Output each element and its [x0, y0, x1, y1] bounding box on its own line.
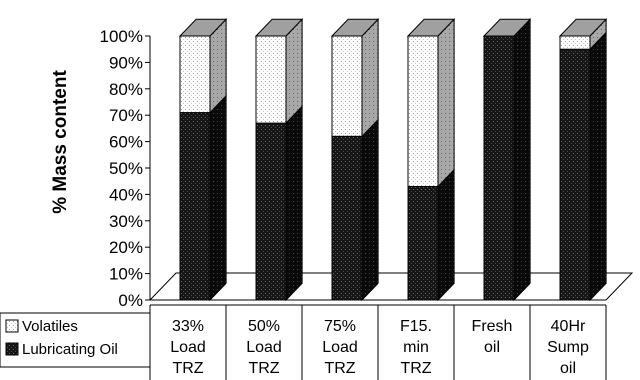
legend-box: [0, 312, 151, 368]
y-tick-label: 50%: [109, 159, 143, 178]
bar-side-volatiles: [361, 18, 379, 138]
bar-side-lubricating-oil: [285, 105, 303, 302]
x-category-label: 75% Load TRZ: [322, 318, 358, 377]
bar-side-volatiles: [437, 18, 455, 188]
y-tick-label: 30%: [109, 212, 143, 231]
bar-top: [254, 18, 304, 37]
x-category-label: 50% Load TRZ: [246, 318, 282, 377]
bars: [178, 18, 608, 302]
bar-top: [406, 18, 456, 37]
x-category-label: 40Hr Sump oil: [547, 318, 589, 377]
y-tick-label: 10%: [109, 265, 143, 284]
bar-side-lubricating-oil: [589, 31, 607, 302]
bar-top: [558, 18, 608, 37]
y-tick-label: 20%: [109, 238, 143, 257]
y-tick-label: 60%: [109, 133, 143, 152]
y-tick-label: 100%: [100, 27, 143, 46]
bar-front-lubricating-oil: [255, 122, 287, 301]
legend-swatch: [5, 342, 19, 356]
bar-front-lubricating-oil: [407, 185, 439, 301]
y-tick-label: 70%: [109, 106, 143, 125]
legend-label: Volatiles: [22, 318, 78, 335]
y-tick-label: 40%: [109, 185, 143, 204]
category-table: 33% Load TRZ 50% Load TRZ 75% Load TRZ F15. min TRZ…: [149, 304, 607, 380]
bar-front-volatiles: [331, 35, 363, 137]
x-category-label: Fresh oil: [472, 318, 513, 356]
bar-front-volatiles: [559, 35, 591, 50]
y-tick-label: 80%: [109, 80, 143, 99]
bar-front-volatiles: [179, 35, 211, 114]
bar-front-lubricating-oil: [559, 48, 591, 301]
bar-top: [482, 18, 532, 37]
y-tick-label: 90%: [109, 53, 143, 72]
bar-front-lubricating-oil: [179, 112, 211, 301]
x-category-label: 33% Load TRZ: [170, 318, 206, 377]
legend-label: Lubricating Oil: [22, 341, 118, 358]
legend: Volatiles Lubricating Oil: [0, 312, 151, 368]
y-tick-label: 0%: [118, 291, 143, 310]
y-tick-labels: 0% 10% 20% 30% 40% 50% 60% 70% 80% 90% 100%: [100, 27, 150, 310]
bar-side-volatiles: [285, 18, 303, 125]
bar-front-lubricating-oil: [331, 135, 363, 301]
bar-side-lubricating-oil: [209, 94, 227, 302]
bar-top: [178, 18, 228, 37]
bar-front-volatiles: [407, 35, 439, 187]
x-category-label: F15. min TRZ: [400, 318, 432, 377]
bar-side-lubricating-oil: [437, 168, 455, 302]
bar-front-lubricating-oil: [483, 35, 515, 301]
bar-top: [330, 18, 380, 37]
bar-front-volatiles: [255, 35, 287, 124]
y-axis-title: % Mass content: [50, 70, 71, 214]
legend-swatch: [5, 319, 19, 333]
bar-side-lubricating-oil: [513, 18, 531, 302]
bar-side-lubricating-oil: [361, 118, 379, 302]
